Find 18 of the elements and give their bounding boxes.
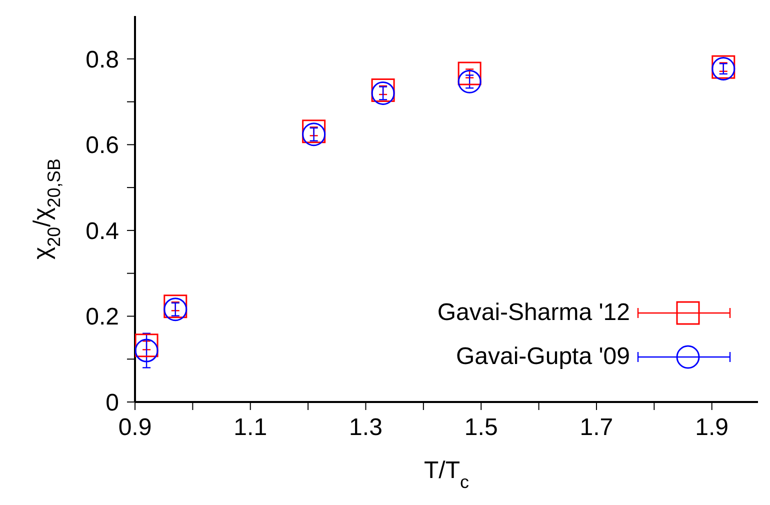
y-tick-label: 0 [106,390,119,417]
y-tick-label: 0.8 [86,46,119,74]
point [458,62,482,86]
point [135,334,158,358]
x-axis-title: T/T$_{c}$ [424,457,469,492]
x-tick-label: 1.9 [695,414,729,442]
legend-label: Gavai-Sharma '12 [437,299,630,327]
point [458,70,482,94]
y-tick-label: 0.2 [86,304,119,331]
x-tick-label: 1.5 [464,414,498,442]
y-tick-label: 0.4 [86,218,119,245]
legend-label: Gavai-Gupta '09 [456,343,630,371]
x-tick-label: 1.7 [580,414,614,442]
x-tick-label: 0.9 [118,414,152,442]
x-tick-label: 1.3 [349,414,382,442]
x-tick-label: 1.1 [234,414,268,442]
point [135,338,158,362]
y-tick-label: 0.6 [86,132,119,160]
